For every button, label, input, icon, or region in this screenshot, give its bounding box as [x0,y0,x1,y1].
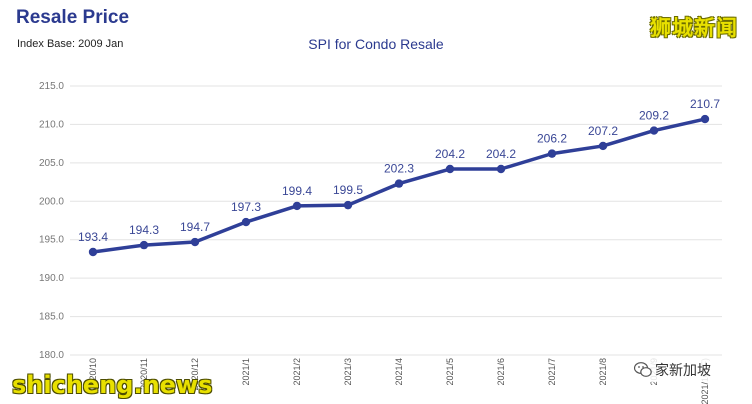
data-labels: 193.4 194.3 194.7 197.3 199.4 199.5 202.3 204.2… [78,97,720,244]
data-point [547,149,557,158]
page-title: Resale Price [16,7,130,28]
y-tick-label: 210.0 [39,119,64,130]
x-tick-label: 2021/3 [343,358,353,386]
wechat-watermark: 家新加坡 [630,358,715,382]
data-point [598,141,608,151]
y-tick-label: 200.0 [39,196,64,207]
x-tick-label: 2021/1 [241,358,251,386]
x-tick-label: 2020/11 [139,358,149,390]
x-tick-label: 2021/4 [394,358,404,386]
watermark-bottom-left: shicheng.news [12,371,213,399]
data-point [496,164,506,174]
data-point [292,201,302,211]
watermark-top-right: 狮城新闻 [650,16,738,40]
x-tick-label: 2020/10 [88,358,98,391]
wechat-icon [634,362,652,377]
data-label: 206.2 [537,132,567,146]
index-base-subtitle: Index Base: 2009 Jan [17,38,124,50]
series-points [88,114,710,257]
data-point [343,200,353,210]
data-point [139,240,149,250]
wechat-account-name: 家新加坡 [655,363,711,379]
data-point [88,247,98,257]
y-tick-label: 185.0 [39,312,64,323]
data-label: 210.7 [690,97,720,111]
data-point [649,126,659,135]
y-tick-label: 205.0 [39,158,64,169]
data-point [190,237,200,247]
data-label: 204.2 [435,147,465,161]
data-label: 199.4 [282,184,312,198]
x-tick-label: 2021/5 [445,358,455,386]
data-label: 199.5 [333,183,363,197]
x-tick-label: 2021/7 [547,358,557,386]
y-tick-label: 190.0 [39,273,64,284]
data-point [241,217,251,227]
data-label: 197.3 [231,200,261,214]
chart-title: SPI for Condo Resale [308,36,444,52]
x-tick-label: 2021/8 [598,358,608,386]
data-label: 193.4 [78,230,108,244]
data-label: 194.3 [129,223,159,237]
y-tick-label: 180.0 [39,350,64,361]
y-tick-label: 215.0 [39,81,64,92]
grid-lines [70,85,722,356]
y-axis-ticks: 180.0 185.0 190.0 195.0 200.0 205.0 210.0 215.0 [39,81,64,361]
data-point [700,114,710,124]
data-label: 202.3 [384,162,414,176]
data-label: 194.7 [180,220,210,234]
x-tick-label: 2021/2 [292,358,302,386]
data-label: 204.2 [486,147,516,161]
x-tick-label: 2021/6 [496,358,506,386]
x-tick-label: 2020/12 [190,358,200,391]
data-label: 207.2 [588,124,618,138]
y-tick-label: 195.0 [39,235,64,246]
data-label: 209.2 [639,109,669,123]
data-point [445,164,455,174]
data-point [394,179,404,188]
